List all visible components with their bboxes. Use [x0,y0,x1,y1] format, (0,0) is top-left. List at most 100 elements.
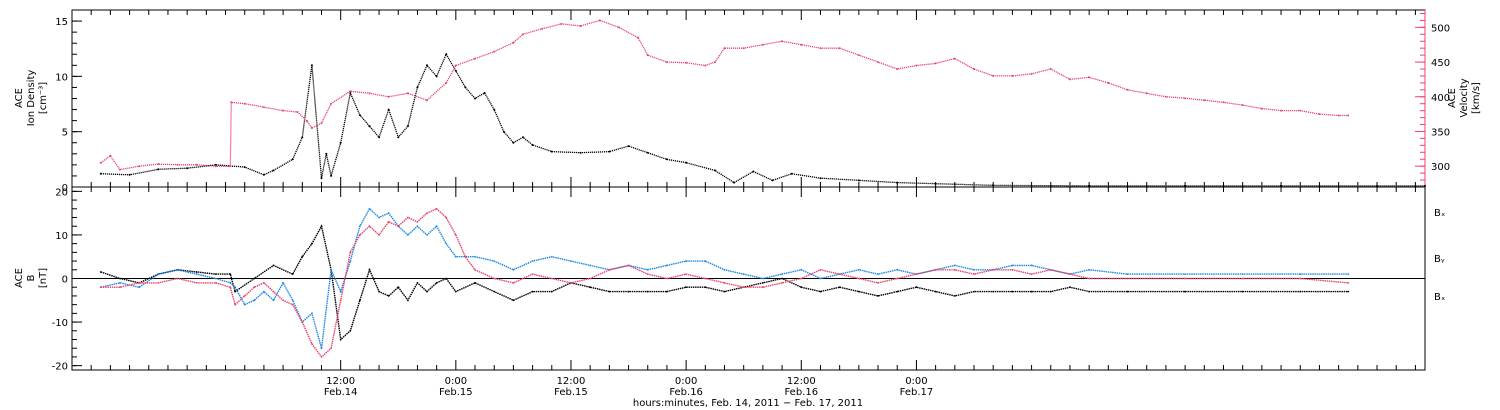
date-tick-label: Feb.17 [900,387,934,398]
legend-entry-bx: Bₓ [1434,208,1445,219]
velocity-point [800,43,803,46]
by-point [723,268,726,271]
velocity-point [637,36,640,39]
bx-point [838,286,841,289]
bx-point [445,277,448,280]
velocity-point [877,61,879,64]
bx-point [992,290,995,293]
by-point [1088,268,1090,271]
bx-series [99,224,1350,341]
bz-point [416,221,419,223]
bz-point [934,268,937,271]
bx-point [397,286,400,289]
bz-point [291,303,294,306]
bz-point [234,303,237,306]
by-point [1030,264,1033,267]
density-point [1424,184,1426,187]
velocity-tick-label: 400 [1431,93,1450,104]
velocity-point [541,27,544,30]
by-point [416,225,419,228]
velocity-point [1126,88,1129,91]
bx-point [195,271,198,273]
density-y-axis: 0 5 10 15 [55,9,82,194]
velocity-point [761,43,764,46]
velocity-tick-label: 350 [1431,127,1450,138]
bx-point [320,225,323,228]
velocity-point [934,62,937,65]
velocity-point [522,33,524,36]
density-point [325,152,328,155]
bz-point [263,282,265,284]
velocity-point [306,120,309,123]
velocity-point [349,90,352,93]
density-point [301,136,304,139]
by-point [953,264,956,267]
bz-point [330,347,332,350]
density-velocity-panel: 0 5 10 15 300 350 400 450 500 ACEIon Density[cm… [14,9,1482,194]
by-point [454,255,457,258]
bx-point [387,295,390,297]
time-tick-label: 0:00 [445,376,467,387]
density-point [339,141,342,144]
velocity-point [214,165,217,168]
bx-point [359,299,361,302]
bx-point [1126,290,1129,293]
density-point [157,168,160,171]
date-tick-label: Feb.15 [554,387,588,398]
by-point [1126,273,1129,275]
bz-point [858,277,860,280]
velocity-point [445,81,448,84]
density-point [243,166,246,169]
velocity-tick-label: 500 [1431,23,1450,34]
velocity-point [138,165,141,168]
field-tick-label: 20 [55,187,68,198]
velocity-point [781,40,784,43]
density-point [186,167,189,170]
density-trace [100,52,1425,187]
velocity-point [493,50,496,53]
velocity-point [685,61,688,64]
velocity-point [99,161,102,164]
date-tick-label: Feb.16 [669,387,703,398]
bx-point [512,299,515,302]
velocity-point [742,47,745,50]
bz-point [320,356,323,358]
velocity-point [1049,68,1052,70]
bz-point [800,277,803,280]
velocity-point [406,92,409,95]
bz-point [368,225,371,228]
density-point [1088,184,1091,187]
field-tick-label: -10 [52,318,68,329]
density-point [262,173,265,176]
density-point [454,69,457,72]
bz-point [397,225,400,228]
by-point [781,273,783,275]
bx-point [416,282,419,284]
bz-point [1184,277,1186,280]
density-point [1184,184,1187,187]
by-point [359,225,361,228]
bottom-plot-area [99,207,1350,358]
bx-point [301,255,304,258]
bz-point [915,273,918,275]
by-point [349,260,352,262]
velocity-point [229,165,232,168]
density-point [483,92,486,94]
by-point [234,286,237,289]
bx-point [1011,290,1014,293]
velocity-point [109,154,112,157]
density-point [713,169,716,172]
legend-entry-bz: Bₓ [1434,292,1445,303]
bz-point [138,282,141,284]
by-point [1299,273,1302,275]
bz-point [119,286,121,289]
velocity-point [176,163,179,166]
bz-point [445,216,448,219]
bz-point [685,273,687,275]
by-point [550,255,553,258]
velocity-point [157,163,160,166]
velocity-point [454,64,457,67]
by-point [685,260,687,262]
bx-point [531,290,534,293]
velocity-point [262,106,265,109]
